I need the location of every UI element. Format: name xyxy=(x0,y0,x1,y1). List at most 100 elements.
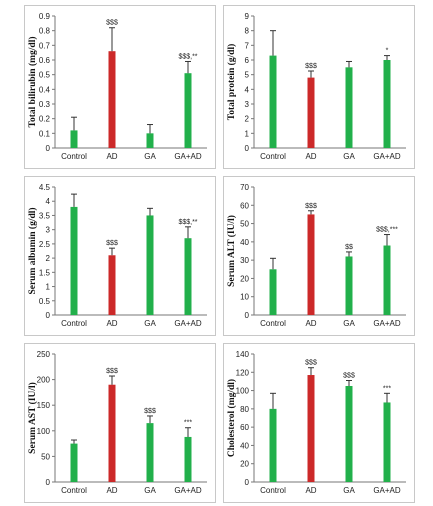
bar xyxy=(108,384,116,482)
x-category-label: GA+AD xyxy=(373,152,401,161)
y-tick-label: 0 xyxy=(46,478,51,487)
y-tick-label: 0.8 xyxy=(39,27,51,36)
x-category-label: GA+AD xyxy=(174,152,202,161)
significance-label: * xyxy=(386,48,389,55)
y-tick-label: 1 xyxy=(46,283,51,292)
y-tick-label: 0.1 xyxy=(39,129,51,138)
bar xyxy=(184,73,192,148)
significance-label: $$$ xyxy=(106,368,118,375)
y-tick-label: 0 xyxy=(245,478,250,487)
significance-label: $$$ xyxy=(144,408,156,415)
y-tick-label: 7 xyxy=(245,41,250,50)
y-axis-label: Total protein (g/dl) xyxy=(226,44,237,121)
y-tick-label: 2.5 xyxy=(39,240,51,249)
y-tick-label: 1 xyxy=(245,129,250,138)
y-tick-label: 5 xyxy=(245,71,250,80)
y-tick-label: 20 xyxy=(240,460,249,469)
y-axis-label: Cholesterol (mg/dl) xyxy=(226,379,237,457)
significance-label: $$$ xyxy=(305,203,317,210)
y-tick-label: 80 xyxy=(240,405,249,414)
y-tick-label: 0 xyxy=(46,144,51,153)
y-tick-label: 0.9 xyxy=(39,12,51,21)
y-tick-label: 8 xyxy=(245,27,250,36)
x-category-label: GA xyxy=(144,152,156,161)
chart-serum-ast: Serum AST (IU/l) 0 50 100 150 200 250 Control $$… xyxy=(24,343,216,503)
y-tick-label: 40 xyxy=(240,441,249,450)
x-category-label: Control xyxy=(61,152,87,161)
x-category-label: GA+AD xyxy=(174,486,202,495)
y-tick-label: 0.5 xyxy=(39,71,51,80)
y-tick-label: 3 xyxy=(245,100,250,109)
chart-svg: Serum ALT (IU/l) 0 10 20 30 40 50 60 70 Control $$… xyxy=(226,183,406,328)
bar xyxy=(70,443,78,482)
x-category-label: Control xyxy=(260,486,286,495)
chart-total-protein: Total protein (g/dl) 0 1 2 3 4 5 6 7 8 9 Control $$$… xyxy=(223,5,415,169)
bar xyxy=(383,245,391,315)
x-category-label: AD xyxy=(106,152,117,161)
chart-total-bilirubin: Total bilirubin (mg/dl) 0 0.1 0.2 0.3 0.4 0.5 0… xyxy=(24,5,216,169)
x-category-label: AD xyxy=(106,486,117,495)
y-tick-label: 10 xyxy=(240,293,249,302)
x-category-label: AD xyxy=(305,152,316,161)
x-category-label: AD xyxy=(305,319,316,328)
y-tick-label: 0 xyxy=(245,144,250,153)
y-tick-label: 1.5 xyxy=(39,268,51,277)
y-tick-label: 4.5 xyxy=(39,183,51,192)
bar xyxy=(146,215,154,315)
x-category-label: GA+AD xyxy=(373,486,401,495)
y-axis-label: Serum ALT (IU/l) xyxy=(226,215,237,287)
x-category-label: Control xyxy=(61,319,87,328)
significance-label: *** xyxy=(184,420,192,427)
x-category-label: GA+AD xyxy=(373,319,401,328)
x-category-label: Control xyxy=(61,486,87,495)
y-axis-label: Serum AST (IU/l) xyxy=(27,382,38,454)
x-category-label: GA xyxy=(343,319,355,328)
bar xyxy=(146,133,154,148)
y-tick-label: 0.6 xyxy=(39,56,51,65)
chart-serum-alt: Serum ALT (IU/l) 0 10 20 30 40 50 60 70 Control $$… xyxy=(223,176,415,336)
y-tick-label: 70 xyxy=(240,183,249,192)
bar xyxy=(184,238,192,315)
y-tick-label: 150 xyxy=(37,401,51,410)
bar xyxy=(108,51,116,149)
bar xyxy=(146,423,154,482)
chart-svg: Serum AST (IU/l) 0 50 100 150 200 250 Control $$… xyxy=(27,350,207,495)
significance-label: $$$,** xyxy=(178,219,197,226)
significance-label: $$$,** xyxy=(178,53,197,60)
y-tick-label: 4 xyxy=(245,85,250,94)
bar xyxy=(269,55,277,148)
chart-cholesterol: Cholesterol (mg/dl) 0 20 40 60 80 100 120 140 Con… xyxy=(223,343,415,503)
bar xyxy=(307,375,315,482)
bar xyxy=(383,60,391,148)
significance-label: $$$ xyxy=(106,240,118,247)
y-tick-label: 2 xyxy=(46,254,51,263)
y-tick-label: 100 xyxy=(37,427,51,436)
y-tick-label: 40 xyxy=(240,238,249,247)
y-tick-label: 6 xyxy=(245,56,250,65)
y-tick-label: 50 xyxy=(41,452,50,461)
y-tick-label: 120 xyxy=(236,368,250,377)
y-tick-label: 4 xyxy=(46,197,51,206)
y-tick-label: 0.4 xyxy=(39,85,51,94)
chart-svg: Serum albumin (g/dl) 0 0.5 1 1.5 2 2.5 3 3.5 4 4.5… xyxy=(27,183,207,328)
significance-label: $$$ xyxy=(343,373,355,380)
bar xyxy=(269,408,277,482)
bar xyxy=(345,67,353,148)
y-tick-label: 200 xyxy=(37,376,51,385)
y-tick-label: 0.5 xyxy=(39,297,51,306)
x-category-label: AD xyxy=(305,486,316,495)
x-category-label: AD xyxy=(106,319,117,328)
y-tick-label: 20 xyxy=(240,274,249,283)
chart-svg: Total bilirubin (mg/dl) 0 0.1 0.2 0.3 0.4 0.5 0… xyxy=(27,12,207,161)
bar xyxy=(269,269,277,315)
y-tick-label: 0.3 xyxy=(39,100,51,109)
y-tick-label: 3.5 xyxy=(39,211,51,220)
y-tick-label: 3 xyxy=(46,226,51,235)
y-axis-label: Total bilirubin (mg/dl) xyxy=(27,37,38,128)
y-tick-label: 50 xyxy=(240,220,249,229)
y-tick-label: 100 xyxy=(236,387,250,396)
y-tick-label: 0 xyxy=(245,311,250,320)
x-category-label: GA xyxy=(144,319,156,328)
bar xyxy=(307,214,315,315)
x-category-label: Control xyxy=(260,319,286,328)
